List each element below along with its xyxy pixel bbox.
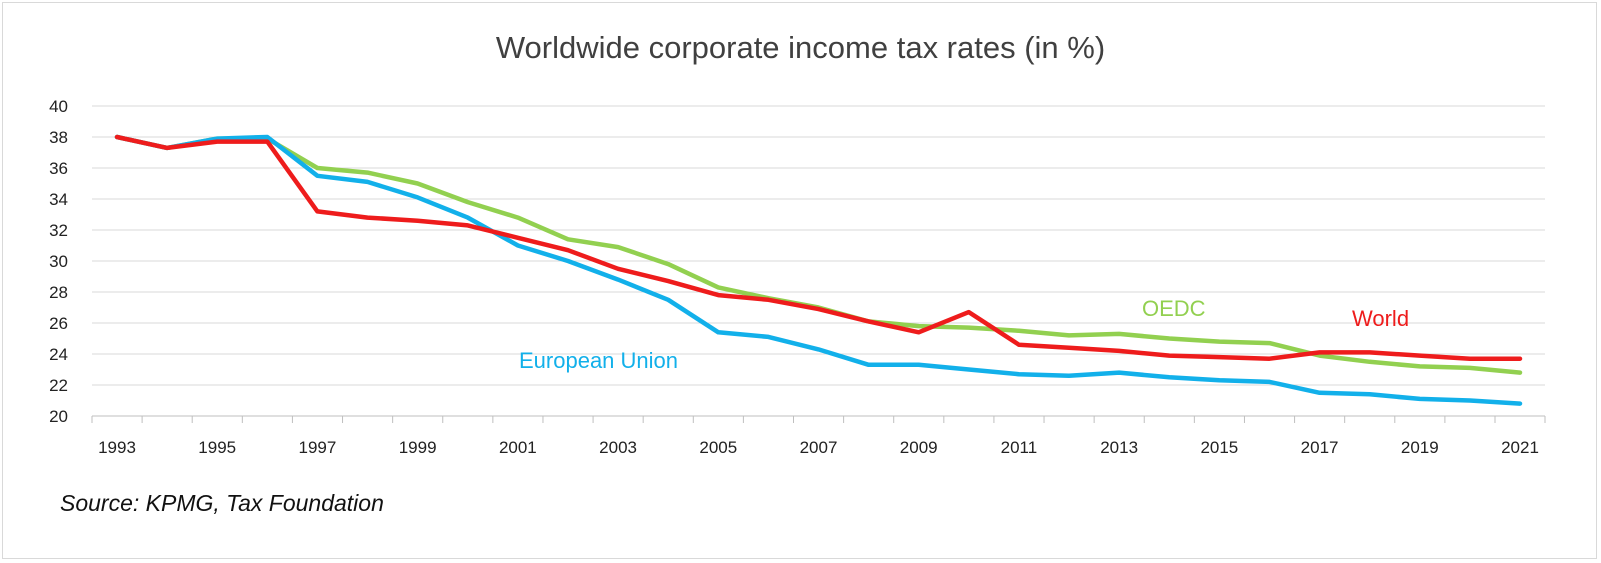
series-line-oedc [114, 134, 1523, 375]
x-tick-label: 1995 [198, 438, 236, 457]
x-tick-label: 2021 [1501, 438, 1539, 457]
x-tick-label: 2007 [800, 438, 838, 457]
y-tick-label: 20 [49, 407, 68, 426]
series-line-european-union [114, 134, 1523, 406]
y-tick-label: 40 [49, 97, 68, 116]
y-tick-label: 30 [49, 252, 68, 271]
x-tick-label: 1993 [98, 438, 136, 457]
y-tick-label: 24 [49, 345, 68, 364]
series-labels: OEDC European Union World [519, 296, 1409, 373]
x-tick-label: 1999 [399, 438, 437, 457]
y-tick-label: 32 [49, 221, 68, 240]
x-tick-label: 2011 [1001, 438, 1038, 457]
x-tick-label: 2003 [599, 438, 637, 457]
x-tick-label: 2015 [1200, 438, 1238, 457]
y-tick-label: 34 [49, 190, 68, 209]
y-tick-label: 22 [49, 376, 68, 395]
x-tick-label: 2019 [1401, 438, 1439, 457]
y-axis: 20 22 24 26 28 30 32 34 36 38 40 [49, 97, 68, 426]
series-lines [114, 134, 1523, 406]
y-tick-label: 28 [49, 283, 68, 302]
y-tick-label: 26 [49, 314, 68, 333]
x-tick-label: 2005 [699, 438, 737, 457]
x-tick-label: 2017 [1301, 438, 1339, 457]
y-tick-label: 38 [49, 128, 68, 147]
x-tick-label: 1997 [299, 438, 337, 457]
chart-title: Worldwide corporate income tax rates (in… [495, 30, 1106, 65]
gridlines [92, 105, 1545, 386]
y-tick-label: 36 [49, 159, 68, 178]
x-axis: 1993 1995 1997 1999 2001 2003 2005 2007 2009 2011… [91, 415, 1546, 457]
x-tick-label: 2001 [499, 438, 537, 457]
x-tick-label: 2009 [900, 438, 938, 457]
series-label-oedc: OEDC [1142, 296, 1206, 321]
series-label-european-union: European Union [519, 348, 678, 373]
series-label-world: World [1352, 306, 1409, 331]
x-tick-label: 2013 [1100, 438, 1138, 457]
series-line-world [114, 134, 1523, 361]
source-note: Source: KPMG, Tax Foundation [60, 490, 384, 516]
